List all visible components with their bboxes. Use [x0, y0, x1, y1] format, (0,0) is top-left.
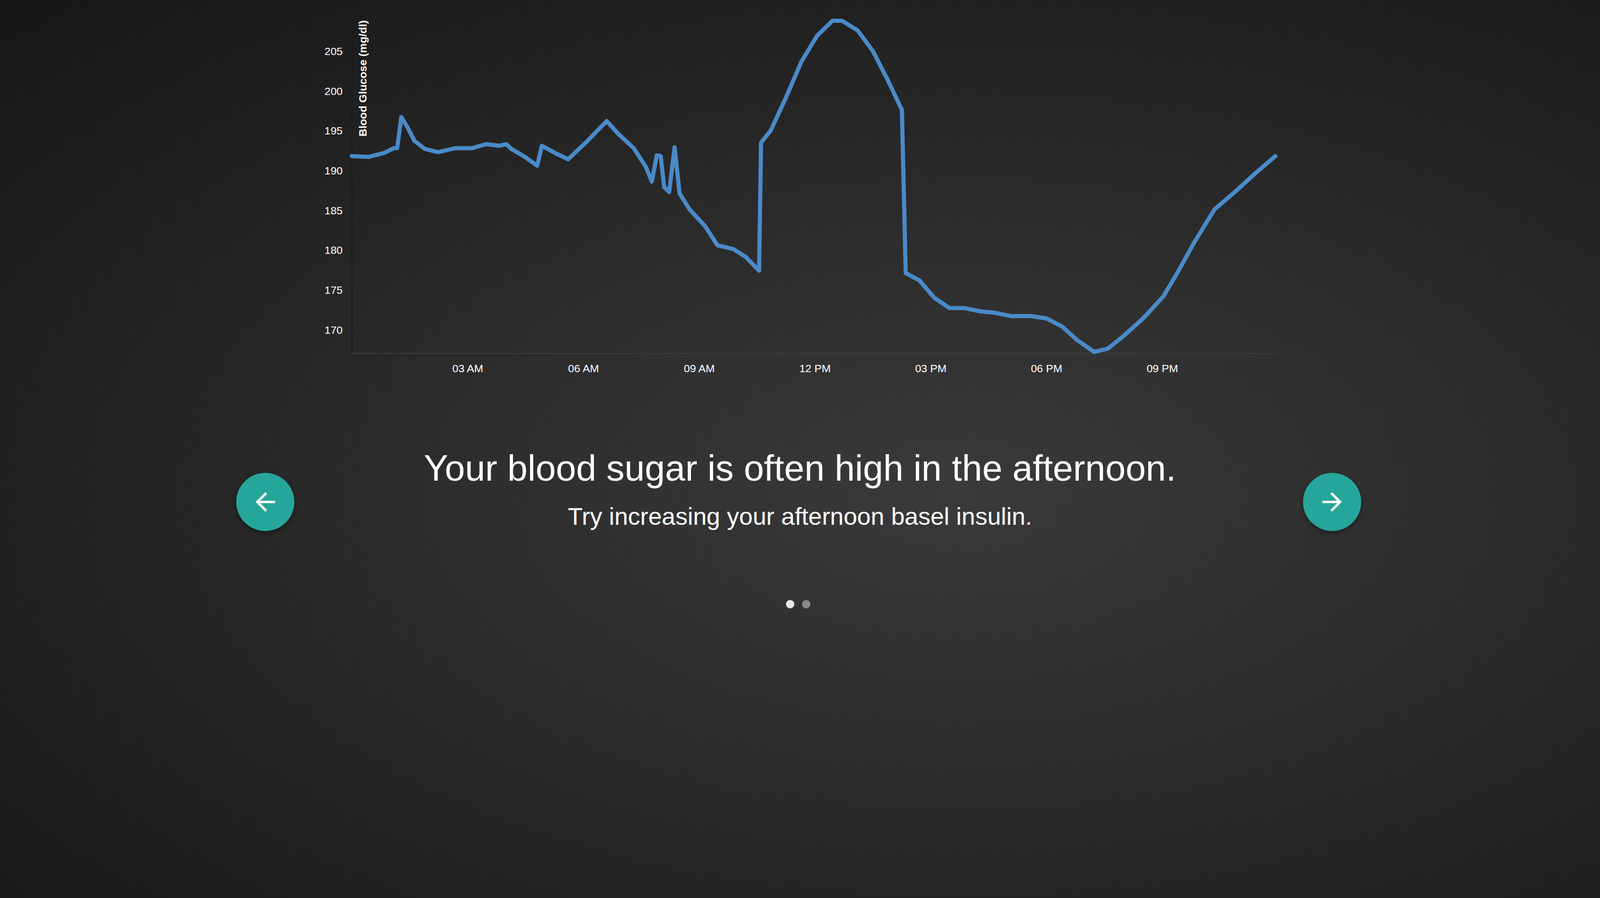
- svg-text:200: 200: [324, 85, 343, 98]
- svg-text:09 PM: 09 PM: [1146, 362, 1179, 375]
- svg-text:09 AM: 09 AM: [683, 362, 715, 375]
- html-text:Your blood sugar is often high: Your blood sugar is often high in the af…: [423, 448, 1177, 489]
- svg-text:195: 195: [324, 124, 343, 137]
- svg-text:170: 170: [324, 323, 343, 336]
- svg-text:185: 185: [324, 204, 343, 217]
- svg-text:190: 190: [324, 164, 343, 177]
- svg-text:12 PM: 12 PM: [799, 362, 832, 375]
- svg-text:Blood Glucose (mg/dl): Blood Glucose (mg/dl): [356, 20, 369, 137]
- svg-text:06 PM: 06 PM: [1031, 362, 1063, 375]
- svg-text:180: 180: [324, 243, 343, 256]
- svg-text:175: 175: [324, 283, 343, 296]
- svg-text:06 AM: 06 AM: [567, 362, 600, 375]
- svg-text:205: 205: [324, 45, 343, 58]
- svg-text:03 AM: 03 AM: [452, 362, 484, 375]
- svg-text:03 PM: 03 PM: [915, 362, 947, 375]
- html-text:Try increasing your afternoon: Try increasing your afternoon basel insu…: [567, 502, 1033, 531]
